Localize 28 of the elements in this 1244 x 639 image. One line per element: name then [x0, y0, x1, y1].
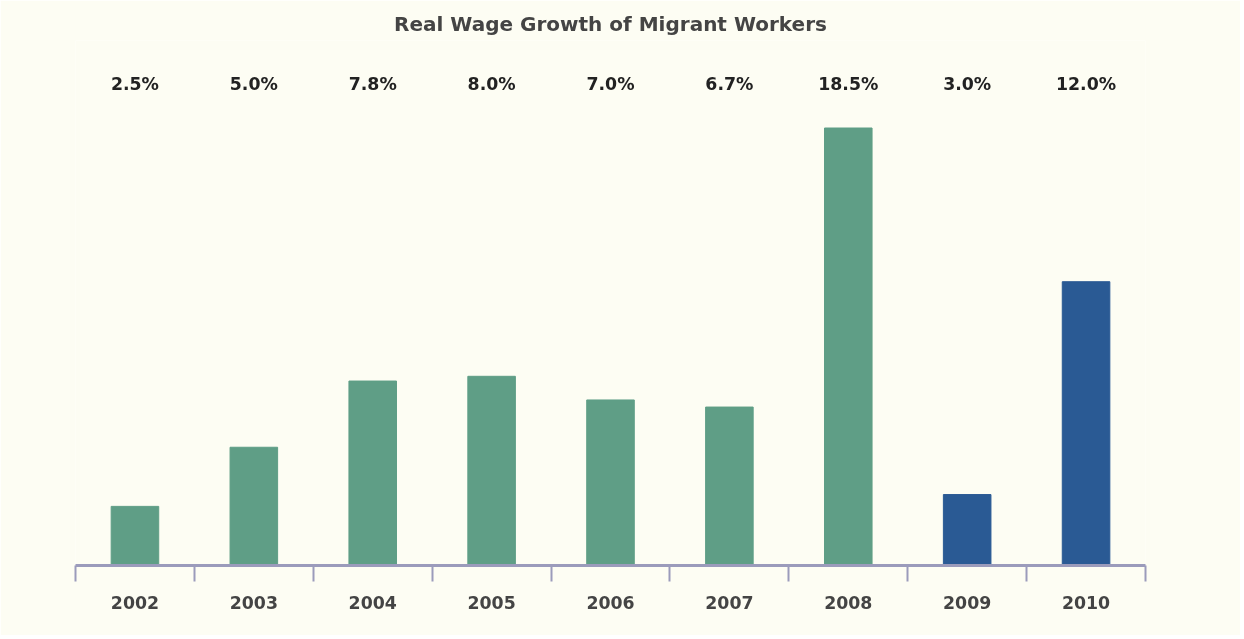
data-label: 7.8%	[348, 74, 397, 95]
bar	[705, 406, 754, 566]
bar	[348, 380, 397, 566]
x-tick-label: 2009	[943, 592, 992, 613]
x-tick-label: 2010	[1061, 592, 1111, 613]
x-tick-label: 2002	[110, 592, 160, 613]
data-label: 3.0%	[943, 74, 992, 95]
x-tick-label: 2005	[467, 592, 516, 613]
bar	[110, 505, 160, 566]
data-label: 7.0%	[586, 74, 635, 95]
data-label: 6.7%	[705, 74, 754, 95]
data-label: 8.0%	[467, 74, 516, 95]
x-tick-label: 2004	[348, 592, 397, 613]
bar	[586, 399, 635, 566]
bar	[467, 375, 516, 566]
bar	[1061, 281, 1111, 566]
bar	[229, 446, 279, 566]
x-tick-label: 2007	[705, 592, 754, 613]
bar	[824, 127, 873, 566]
data-label: 5.0%	[229, 74, 278, 95]
data-label: 12.0%	[1056, 74, 1117, 95]
chart-title: Real Wage Growth of Migrant Workers	[394, 11, 827, 36]
x-tick-label: 2008	[824, 592, 873, 613]
data-label: 2.5%	[110, 74, 159, 95]
data-label: 18.5%	[818, 74, 879, 95]
x-tick-label: 2003	[229, 592, 278, 613]
bar	[942, 494, 992, 566]
x-tick-label: 2006	[586, 592, 635, 613]
